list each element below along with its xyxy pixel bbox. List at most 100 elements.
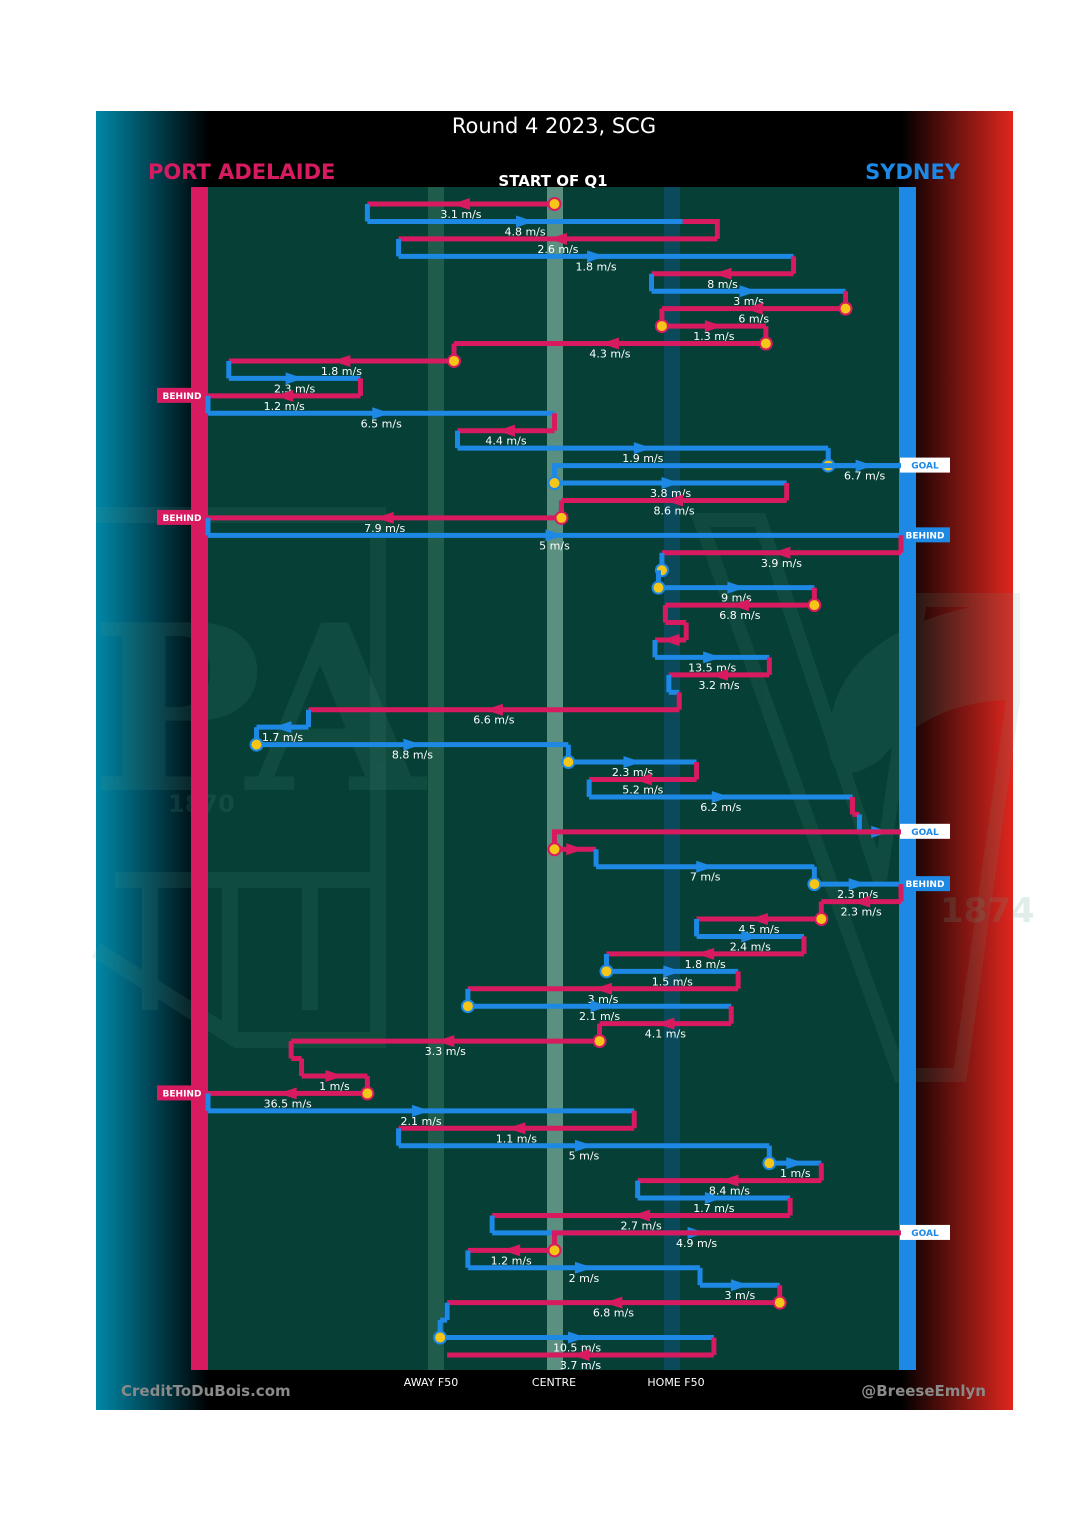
result-badge-label: BEHIND: [163, 514, 202, 524]
chain-arrow: [772, 546, 791, 559]
left-gradient: [96, 111, 208, 1410]
team-right-name: SYDNEY: [865, 160, 961, 184]
chain-arrow: [704, 1192, 723, 1205]
chain-syd: 2.1 m/s: [460, 988, 732, 1023]
chain-speed-label: 1.8 m/s: [576, 260, 617, 273]
chain-arrow: [590, 1000, 609, 1013]
chain-port: 2.7 m/s: [492, 1198, 793, 1232]
chain-syd: 3.8 m/s: [547, 463, 901, 500]
stoppage-marker: [433, 1330, 448, 1345]
centre-band: [547, 187, 563, 1370]
chain-port: 1.2 m/s BEHIND: [157, 378, 363, 413]
chain-port: [547, 829, 901, 857]
chain-arrow: [548, 232, 567, 245]
result-badge-bg: [900, 527, 950, 543]
chain-speed-label: 4.8 m/s: [504, 225, 545, 238]
chain-arrow: [711, 790, 730, 803]
chain-arrow: [285, 372, 304, 385]
sydney-swans-logo: [690, 513, 1020, 1082]
stoppage-marker: [807, 598, 822, 613]
chain-arrow: [412, 1104, 431, 1117]
chain-syd: 1.7 m/s: [256, 709, 311, 744]
chain-speed-label: 8.4 m/s: [709, 1185, 750, 1198]
chain-syd: 2.1 m/s: [205, 1093, 635, 1128]
chain-speed-label: 4.5 m/s: [738, 923, 779, 936]
chain-connector: [682, 218, 720, 239]
chain-speed-label: 6.5 m/s: [361, 417, 402, 430]
stoppage-marker: [651, 580, 666, 595]
away-f50-band: [428, 187, 444, 1370]
result-badge: BEHIND: [900, 876, 950, 892]
stoppage-marker: [807, 877, 822, 892]
result-badge-bg: [157, 1085, 207, 1101]
credit-right: @BreeseEmlyn: [861, 1382, 986, 1400]
chain-arrow: [436, 1035, 455, 1048]
zone-label-away-f50: AWAY F50: [404, 1376, 458, 1389]
chain-port: 6.6 m/s: [308, 692, 682, 727]
stoppage-marker: [554, 510, 569, 525]
chain-port: [662, 605, 687, 626]
chain-speed-label: 1.7 m/s: [693, 1202, 734, 1215]
chain-speed-label: 1.5 m/s: [652, 975, 693, 988]
stoppage-marker: [592, 1034, 607, 1049]
stoppage-marker: [599, 964, 614, 979]
chain-arrow: [749, 913, 768, 926]
chain-speed-label: 5 m/s: [569, 1150, 600, 1163]
chain-speed-label: 1 m/s: [780, 1167, 811, 1180]
result-badge: BEHIND: [157, 1085, 207, 1101]
chain-speed-label: 8 m/s: [707, 278, 738, 291]
chain-speed-label: 1 m/s: [319, 1080, 350, 1093]
stoppage-marker: [838, 301, 853, 316]
chain-arrow: [730, 1279, 749, 1292]
chain-arrow: [496, 424, 515, 437]
chain-syd: 5 m/s BEHIND: [205, 517, 950, 552]
chain-arrow: [696, 947, 715, 960]
result-badge-bg: [900, 876, 950, 892]
chain-speed-label: 2.3 m/s: [841, 906, 882, 919]
stoppage-marker: [547, 1243, 562, 1258]
stoppage-marker: [460, 999, 475, 1014]
chain-port: 2.3 m/s: [821, 884, 904, 919]
chain-speed-label: 6.6 m/s: [473, 714, 514, 727]
chain-arrow: [720, 1174, 739, 1187]
result-badge-label: GOAL: [911, 1229, 939, 1239]
chain-speed-label: 3.7 m/s: [560, 1359, 601, 1372]
chain-arrow: [574, 1261, 593, 1274]
chain-syd: 2.4 m/s: [694, 919, 804, 953]
chain-arrow: [568, 1331, 587, 1344]
chain-speed-label: 1.3 m/s: [693, 330, 734, 343]
chain-port: 3.1 m/s: [367, 197, 562, 221]
chain-syd: 6.5 m/s: [205, 395, 555, 430]
team-left-name: PORT ADELAIDE: [148, 160, 335, 184]
result-badge: GOAL: [900, 1224, 950, 1240]
chain-syd: 1.7 m/s: [635, 1180, 791, 1215]
start-label: START OF Q1: [498, 172, 607, 190]
chain-arrow: [571, 1349, 590, 1361]
chain-arrow: [574, 1139, 593, 1152]
chain-syd: 6.2 m/s: [586, 779, 853, 814]
chain-port: 8.4 m/s: [637, 1163, 824, 1198]
chain-port: 3.9 m/s: [661, 535, 904, 570]
chain-arrow: [502, 1244, 521, 1257]
stoppage-marker: [814, 912, 829, 927]
result-badge: BEHIND: [900, 527, 950, 543]
chain-arrow: [848, 878, 867, 891]
sydney-goal-line: [899, 187, 916, 1370]
chain-arrow: [275, 389, 294, 402]
chain-arrow: [713, 267, 732, 280]
chain-syd: 2.3 m/s: [226, 360, 361, 395]
stoppage-marker: [762, 1156, 777, 1171]
chain-arrow: [741, 930, 760, 943]
chain-speed-label: 1.2 m/s: [264, 400, 305, 413]
chain-arrow: [665, 494, 684, 507]
chain-arrow: [604, 1296, 623, 1309]
chain-port: 3.2 m/s: [668, 657, 772, 692]
chain-port: 1.2 m/s: [467, 1230, 901, 1267]
chain-port: 6.8 m/s: [665, 587, 822, 622]
stoppage-marker: [547, 476, 562, 491]
stoppage-marker: [447, 353, 462, 368]
chain-arrow: [325, 1069, 344, 1082]
chain-port: 6.8 m/s: [447, 1285, 787, 1320]
zone-label-centre: CENTRE: [532, 1376, 576, 1389]
chain-speed-label: 1.1 m/s: [496, 1132, 537, 1145]
